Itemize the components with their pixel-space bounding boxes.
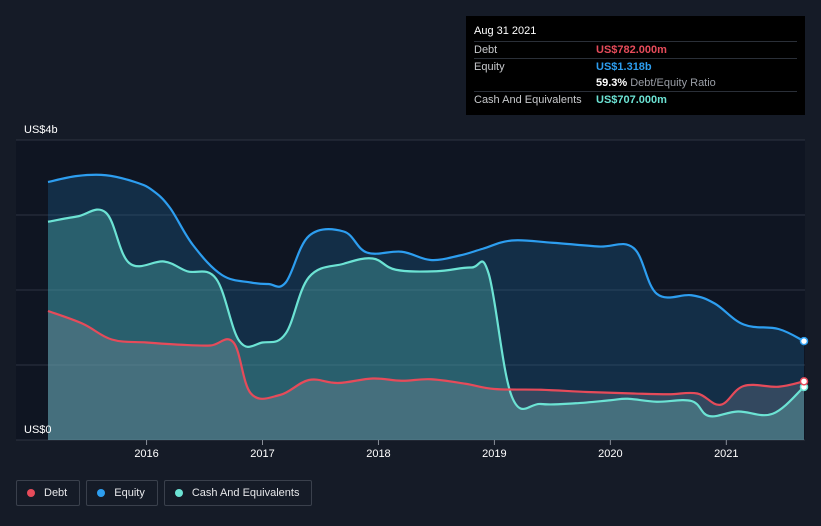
x-tick-label: 2019 [482, 448, 506, 460]
equity-area [48, 174, 804, 440]
cash-and-equivalents-line [47, 208, 805, 418]
tooltip-equity-label: Equity [474, 61, 505, 73]
legend-cash-label: Cash And Equivalents [191, 487, 300, 499]
tooltip-ratio-label [474, 75, 596, 91]
chart-legend: Debt Equity Cash And Equivalents [16, 480, 313, 506]
series-lines [47, 173, 805, 418]
y-axis-bottom-label: US$0 [24, 424, 52, 436]
tooltip-equity-value: US$1.318b [596, 61, 652, 73]
tooltip-cash-value: US$707.000m [596, 94, 667, 106]
debt-area [48, 311, 804, 440]
grid-lines [16, 139, 805, 441]
tooltip-ratio-number: 59.3% [596, 77, 628, 89]
tooltip-debt-label: Debt [474, 44, 498, 56]
series-areas [48, 174, 804, 440]
tooltip-date: Aug 31 2021 [474, 25, 537, 37]
tooltip-debt-value: US$782.000m [596, 44, 667, 56]
legend-item-debt[interactable]: Debt [16, 480, 81, 506]
tooltip-row-equity: Equity US$1.318b [474, 58, 797, 75]
x-tick-label: 2016 [134, 448, 158, 460]
equity-line [47, 173, 805, 343]
tooltip-ratio-caption: Debt/Equity Ratio [630, 77, 716, 89]
debt-end-marker [799, 377, 809, 386]
debt-line [47, 309, 805, 406]
series-end-markers [799, 336, 809, 392]
cash-dot-icon [174, 489, 183, 497]
y-axis-top-label: US$4b [24, 124, 58, 136]
x-axis-ticks: 2016 2017 2018 2019 2020 2021 [134, 440, 739, 460]
tooltip-ratio-value: 59.3% Debt/Equity Ratio [596, 75, 716, 91]
legend-item-cash[interactable]: Cash And Equivalents [163, 480, 313, 506]
tooltip-cash-label: Cash And Equivalents [474, 94, 582, 106]
debt-dot-icon [27, 489, 35, 497]
legend-debt-label: Debt [44, 487, 68, 499]
legend-equity-label: Equity [114, 487, 145, 499]
x-tick-label: 2017 [250, 448, 274, 460]
x-tick-label: 2018 [366, 448, 390, 460]
equity-end-marker [799, 336, 809, 346]
data-tooltip: Aug 31 2021 Debt US$782.000m Equity US$1… [466, 16, 805, 115]
equity-dot-icon [97, 489, 106, 497]
legend-item-equity[interactable]: Equity [86, 480, 158, 506]
x-tick-label: 2021 [714, 448, 738, 460]
tooltip-row-ratio: 59.3% Debt/Equity Ratio [474, 75, 797, 91]
cash-and-equivalents-area [48, 209, 804, 440]
tooltip-row-cash: Cash And Equivalents US$707.000m [474, 91, 797, 108]
tooltip-row-debt: Debt US$782.000m [474, 41, 797, 58]
x-tick-label: 2020 [598, 448, 622, 460]
